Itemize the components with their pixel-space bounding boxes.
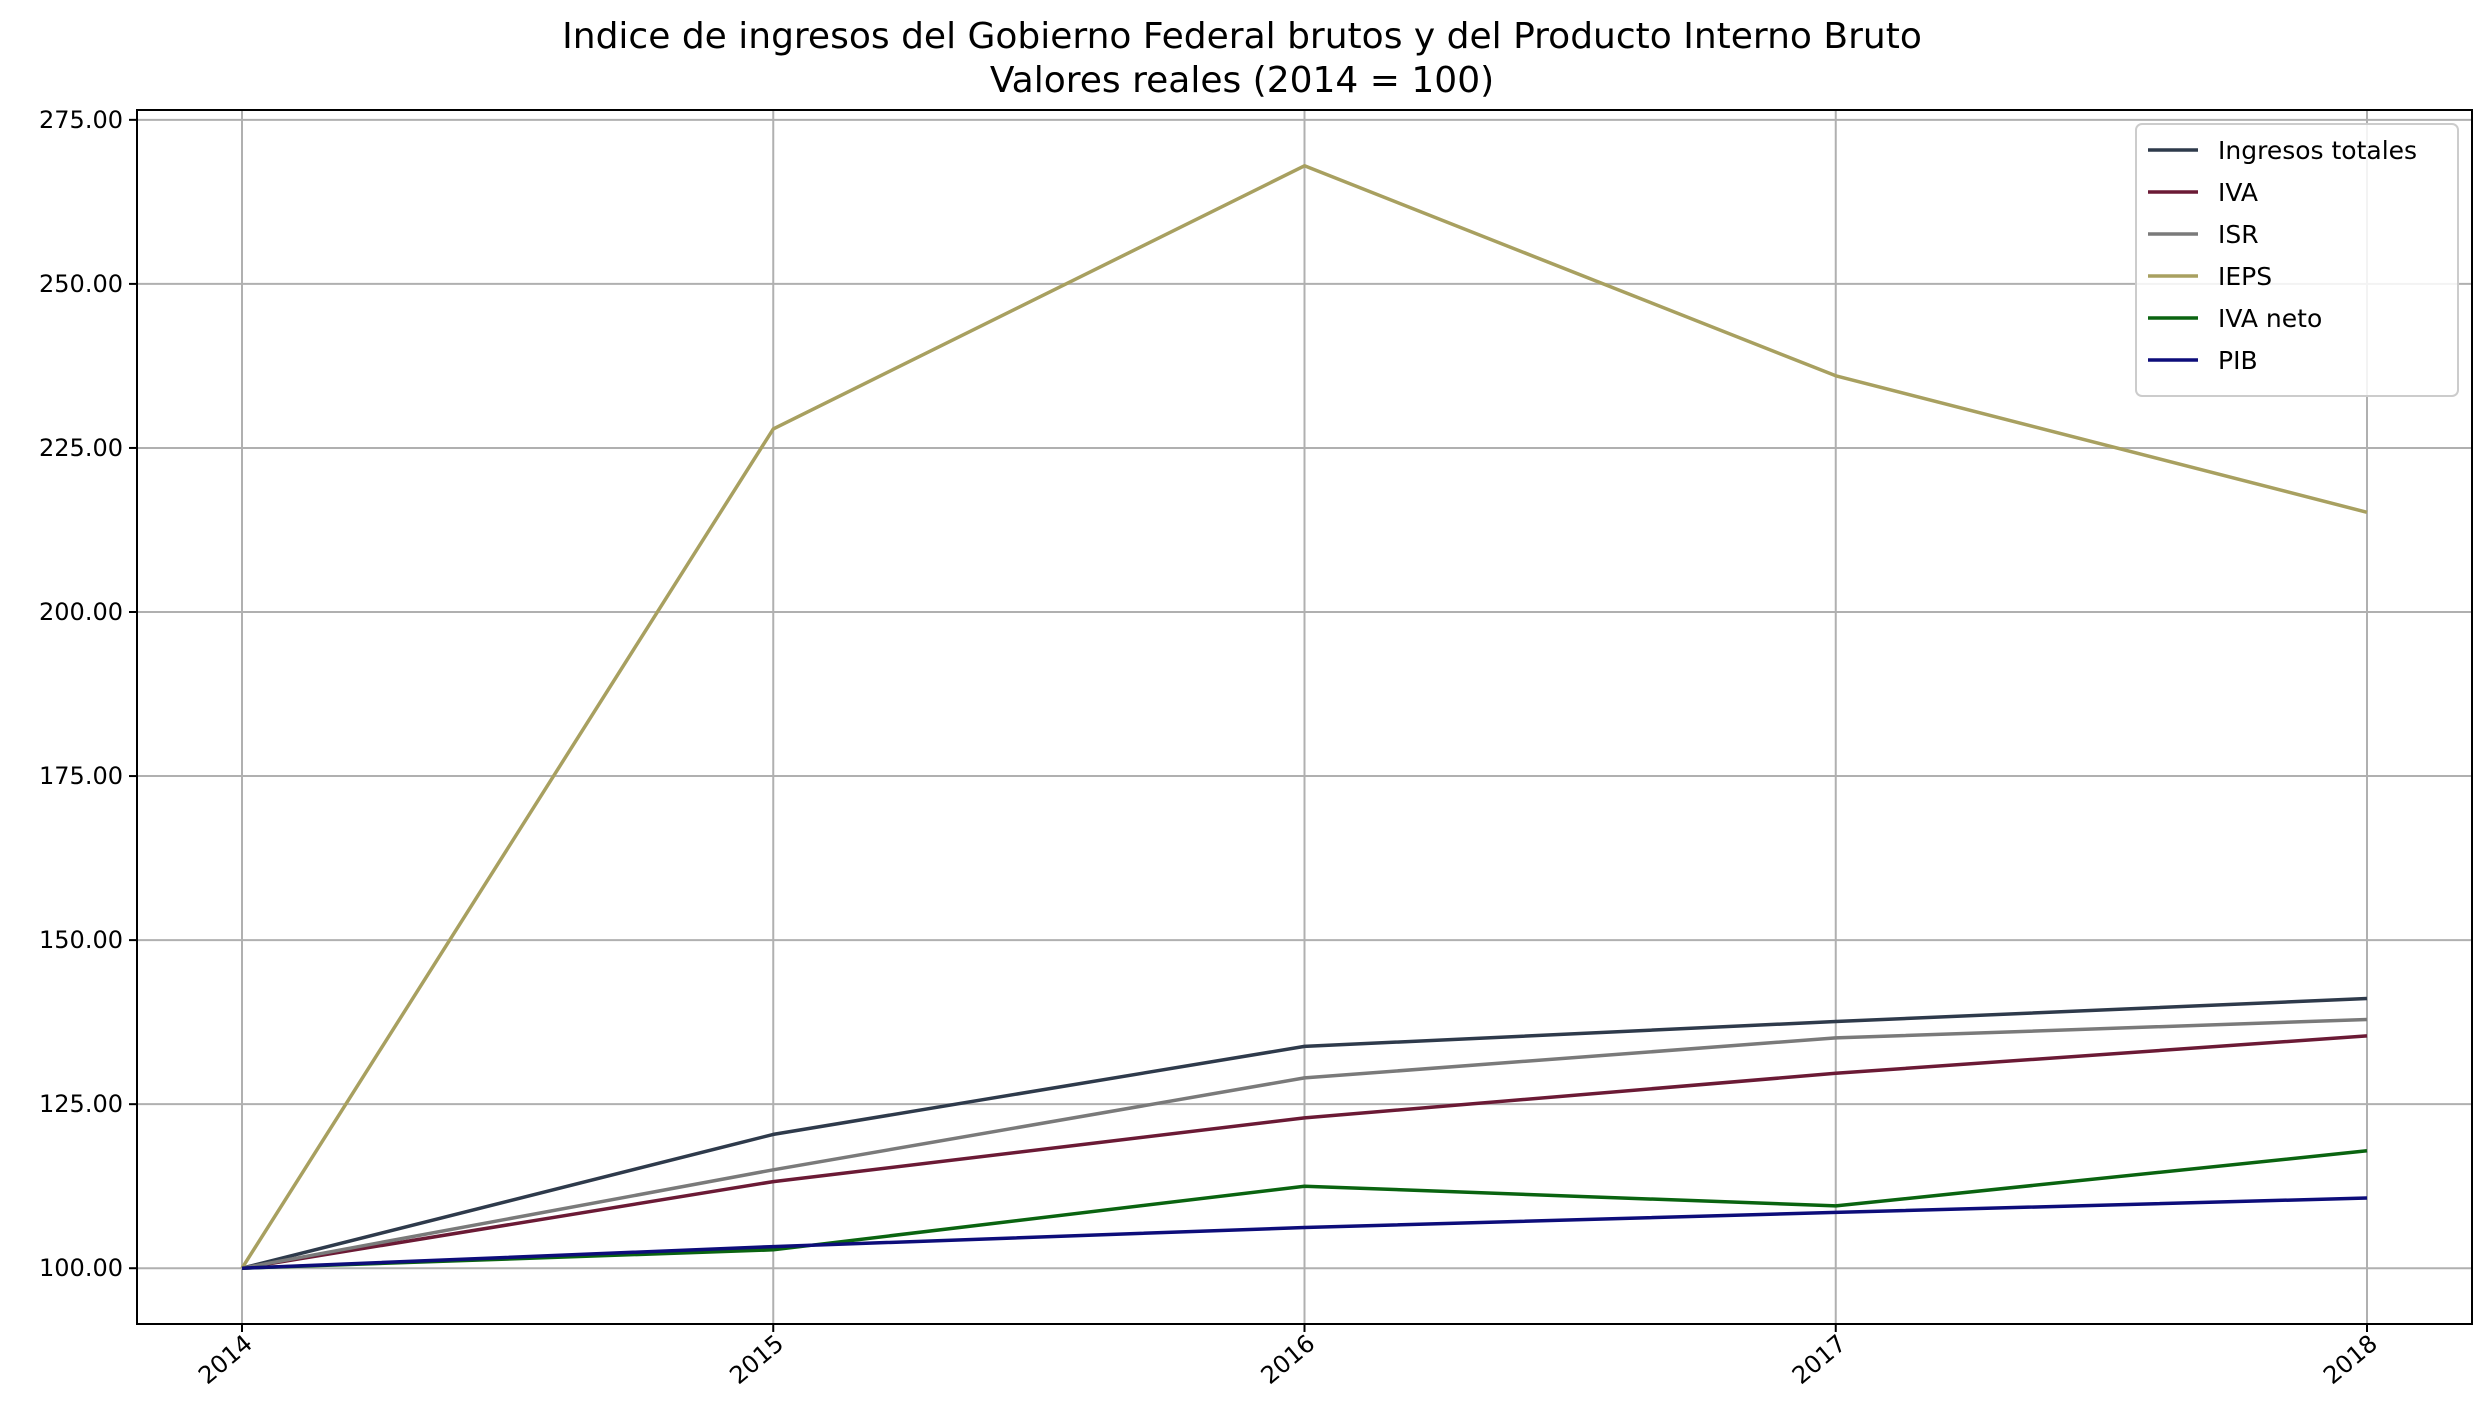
y-tick-label: 250.00	[39, 270, 123, 298]
x-tick-label: 2016	[1256, 1329, 1321, 1390]
series-line-isr	[241, 1017, 2368, 1270]
chart-subtitle: Valores reales (2014 = 100)	[990, 60, 1494, 101]
y-axis-ticks: 100.00 125.00 150.00 175.00 200.00 225.00 250.…	[39, 106, 137, 1282]
x-tick-label: 2014	[193, 1329, 258, 1390]
legend-label: Ingresos totales	[2218, 136, 2417, 165]
y-tick-label: 200.00	[39, 598, 123, 626]
y-tick-label: 150.00	[39, 926, 123, 954]
series-line-ieps	[240, 164, 2368, 1270]
legend-box	[2135, 123, 2459, 397]
chart-title: Indice de ingresos del Gobierno Federal …	[562, 16, 1922, 57]
legend-label: IVA	[2218, 178, 2258, 207]
legend: Ingresos totales IVA ISR IEPS IVA neto PIB	[2135, 123, 2459, 397]
x-axis-ticks: 2014 2015 2016 2017 2018	[193, 1324, 2383, 1390]
y-tick-label: 125.00	[39, 1090, 123, 1118]
series-line-iva-neto	[241, 1149, 2368, 1270]
legend-label: PIB	[2218, 346, 2258, 375]
series-line-ingresos-totales	[241, 996, 2368, 1270]
grid	[137, 110, 2472, 1324]
y-tick-label: 175.00	[39, 762, 123, 790]
y-tick-label: 225.00	[39, 434, 123, 462]
legend-label: ISR	[2218, 220, 2259, 249]
y-tick-label: 275.00	[39, 106, 123, 134]
series-line-iva	[241, 1034, 2368, 1270]
x-tick-label: 2015	[724, 1329, 789, 1390]
series-line-pib	[241, 1196, 2368, 1270]
y-tick-label: 100.00	[39, 1254, 123, 1282]
legend-label: IEPS	[2218, 262, 2272, 291]
x-tick-label: 2017	[1787, 1329, 1852, 1390]
x-tick-label: 2018	[2318, 1329, 2383, 1390]
series-lines	[240, 164, 2368, 1270]
legend-label: IVA neto	[2218, 304, 2322, 333]
